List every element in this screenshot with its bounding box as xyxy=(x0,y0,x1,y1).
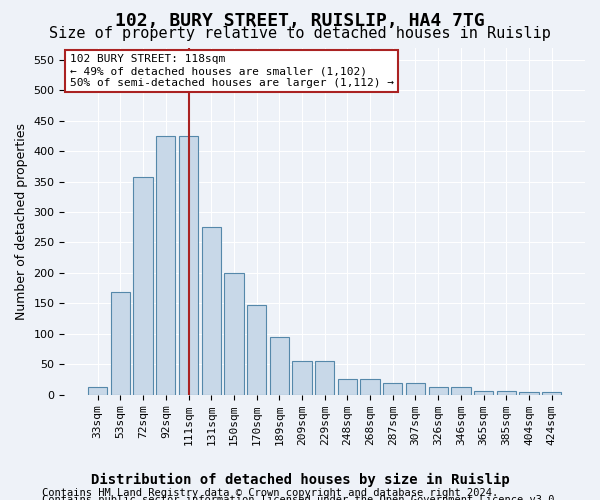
Text: Contains public sector information licensed under the Open Government Licence v3: Contains public sector information licen… xyxy=(42,495,561,500)
Text: 102 BURY STREET: 118sqm
← 49% of detached houses are smaller (1,102)
50% of semi: 102 BURY STREET: 118sqm ← 49% of detache… xyxy=(70,54,394,88)
Bar xyxy=(451,388,470,395)
Bar xyxy=(497,391,516,395)
Bar xyxy=(133,178,153,395)
Bar xyxy=(88,387,107,395)
Bar xyxy=(269,337,289,395)
Bar xyxy=(338,379,357,395)
Bar xyxy=(315,362,334,395)
Bar xyxy=(247,304,266,395)
Bar xyxy=(179,136,198,395)
Text: Size of property relative to detached houses in Ruislip: Size of property relative to detached ho… xyxy=(49,26,551,41)
Bar xyxy=(361,379,380,395)
Bar xyxy=(520,392,539,395)
Bar xyxy=(474,390,493,395)
Bar xyxy=(406,382,425,395)
Text: Contains HM Land Registry data © Crown copyright and database right 2024.: Contains HM Land Registry data © Crown c… xyxy=(42,488,498,498)
Bar xyxy=(383,382,403,395)
Text: 102, BURY STREET, RUISLIP, HA4 7TG: 102, BURY STREET, RUISLIP, HA4 7TG xyxy=(115,12,485,30)
Bar xyxy=(224,273,244,395)
Bar xyxy=(428,388,448,395)
Bar xyxy=(111,292,130,395)
Bar xyxy=(542,392,562,395)
Bar xyxy=(292,362,311,395)
Y-axis label: Number of detached properties: Number of detached properties xyxy=(15,122,28,320)
Bar xyxy=(202,227,221,395)
Text: Distribution of detached houses by size in Ruislip: Distribution of detached houses by size … xyxy=(91,472,509,486)
Bar xyxy=(156,136,175,395)
